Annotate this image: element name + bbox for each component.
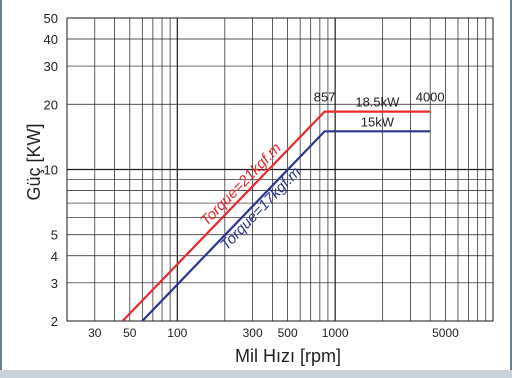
y-tick-label: 30 [44,59,58,74]
x-tick-label: 30 [88,326,102,340]
y-tick-label: 3 [51,276,58,291]
y-axis-label: Güç [KW] [24,123,44,200]
plateau-label: 15kW [361,114,395,129]
plateau-label: 18.5kW [355,95,400,110]
x-tick-label: 500 [278,326,298,340]
y-tick-label: 50 [44,11,58,26]
annotation-label: 857 [314,90,336,105]
x-tick-label: 300 [243,326,263,340]
grid [67,18,493,321]
y-tick-label: 4 [51,249,58,264]
x-tick-label: 1000 [322,326,349,340]
bottom-border [0,370,512,378]
y-tick-labels: 2 3 4 5 10 20 30 40 50 [44,11,58,329]
y-tick-label: 5 [51,228,58,243]
annotations: 857 4000 [314,90,445,105]
y-tick-label: 10 [44,163,58,178]
x-tick-label: 100 [167,326,187,340]
plot-border [66,17,494,322]
series-line [141,130,431,322]
x-tick-labels: 30 50 100 300 500 1000 5000 [88,326,459,340]
y-tick-label: 2 [51,314,58,329]
series-line [121,110,431,322]
x-axis-label: Mil Hızı [rpm] [235,346,341,366]
y-tick-label: 20 [44,97,58,112]
x-tick-label: 5000 [432,326,459,340]
annotation-label: 4000 [416,90,445,105]
x-tick-label: 50 [123,326,137,340]
y-tick-label: 40 [44,32,58,47]
